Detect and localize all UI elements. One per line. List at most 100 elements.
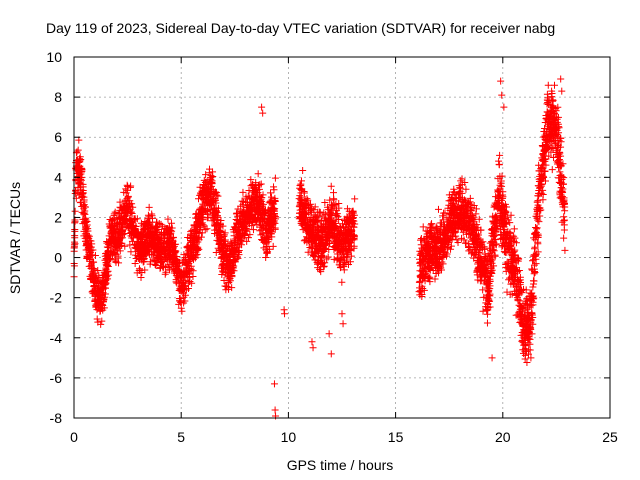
- data-point: [186, 277, 194, 285]
- data-point: [243, 237, 251, 245]
- data-point: [220, 237, 228, 245]
- data-point: [248, 222, 256, 230]
- data-point: [228, 284, 236, 292]
- data-point: [272, 215, 280, 223]
- x-tick-label: 0: [70, 429, 78, 445]
- data-point: [269, 242, 277, 250]
- y-tick-label: -4: [50, 330, 63, 346]
- x-tick-label: 10: [281, 429, 297, 445]
- data-point: [71, 234, 79, 242]
- data-point: [330, 218, 338, 226]
- data-point: [100, 304, 108, 312]
- data-point: [189, 267, 197, 275]
- data-point: [172, 240, 180, 248]
- y-tick-label: -2: [50, 290, 63, 306]
- data-point: [176, 295, 184, 303]
- data-point: [498, 91, 506, 99]
- data-point: [300, 189, 308, 197]
- y-tick-label: -8: [50, 410, 63, 426]
- data-point: [270, 380, 278, 388]
- y-tick-label: 0: [54, 250, 62, 266]
- data-point: [188, 279, 196, 287]
- data-point: [243, 225, 251, 233]
- data-point: [126, 197, 134, 205]
- data-point: [118, 241, 126, 249]
- data-point: [330, 196, 338, 204]
- data-point: [81, 203, 89, 211]
- data-point: [308, 243, 316, 251]
- data-point: [225, 285, 233, 293]
- data-point: [145, 219, 153, 227]
- data-point: [124, 192, 132, 200]
- data-point: [246, 231, 254, 239]
- data-point: [558, 87, 566, 95]
- data-point: [533, 225, 541, 233]
- data-point: [91, 252, 99, 260]
- data-point: [228, 273, 236, 281]
- data-point: [104, 263, 112, 271]
- data-point: [207, 172, 215, 180]
- data-point: [311, 203, 319, 211]
- y-tick-label: 8: [54, 89, 62, 105]
- data-point: [332, 201, 340, 209]
- data-point: [129, 203, 137, 211]
- data-point: [339, 320, 347, 328]
- data-point: [235, 247, 243, 255]
- data-point: [238, 197, 246, 205]
- x-tick-label: 5: [177, 429, 185, 445]
- data-point: [204, 214, 212, 222]
- x-tick-label: 15: [388, 429, 404, 445]
- data-point: [258, 103, 266, 111]
- data-point: [88, 251, 96, 259]
- data-point: [168, 224, 176, 232]
- data-point: [177, 298, 185, 306]
- data-point: [539, 191, 547, 199]
- data-point: [530, 277, 538, 285]
- data-point: [167, 219, 175, 227]
- data-point: [330, 202, 338, 210]
- data-point: [180, 251, 188, 259]
- data-point: [434, 205, 442, 213]
- data-point: [326, 239, 334, 247]
- data-point: [259, 200, 267, 208]
- data-point: [127, 182, 135, 190]
- data-point: [428, 220, 436, 228]
- data-points: [70, 75, 569, 420]
- data-point: [321, 199, 329, 207]
- data-point: [331, 220, 339, 228]
- x-axis-label: GPS time / hours: [287, 457, 394, 473]
- data-point: [92, 273, 100, 281]
- data-point: [561, 246, 569, 254]
- data-point: [203, 225, 211, 233]
- data-point: [325, 330, 333, 338]
- data-point: [324, 253, 332, 261]
- data-point: [111, 208, 119, 216]
- data-point: [268, 233, 276, 241]
- data-point: [166, 266, 174, 274]
- data-point: [84, 231, 92, 239]
- data-point: [321, 259, 329, 267]
- data-point: [526, 346, 534, 354]
- y-tick-label: -6: [50, 370, 63, 386]
- data-point: [127, 248, 135, 256]
- data-point: [217, 216, 225, 224]
- data-point: [181, 291, 189, 299]
- data-point: [213, 191, 221, 199]
- data-point: [184, 285, 192, 293]
- data-point: [90, 258, 98, 266]
- data-point: [137, 274, 145, 282]
- data-point: [281, 310, 289, 318]
- y-tick-label: 4: [54, 169, 62, 185]
- data-point: [71, 207, 79, 215]
- data-point: [548, 166, 556, 174]
- x-tick-label: 25: [602, 429, 618, 445]
- data-point: [510, 225, 518, 233]
- y-tick-labels: -8 -6 -4 -2 0 2 4 6 8 10: [46, 49, 62, 426]
- data-point: [115, 259, 123, 267]
- y-tick-label: 2: [54, 209, 62, 225]
- chart-title: Day 119 of 2023, Sidereal Day-to-day VTE…: [46, 20, 555, 36]
- data-point: [161, 270, 169, 278]
- data-point: [128, 200, 136, 208]
- data-point: [200, 202, 208, 210]
- data-point: [230, 267, 238, 275]
